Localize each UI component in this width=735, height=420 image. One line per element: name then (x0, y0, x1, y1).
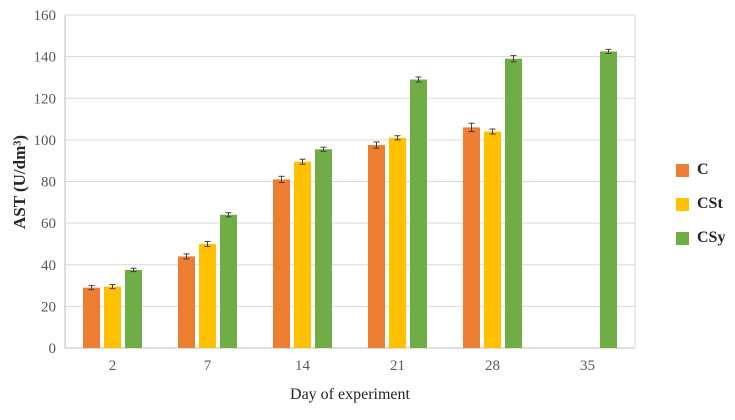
bar (389, 137, 406, 348)
y-tick-label: 0 (49, 341, 57, 357)
y-tick-label: 120 (34, 91, 57, 107)
bar (600, 51, 617, 348)
legend-item: C (676, 162, 725, 178)
bar (410, 79, 427, 349)
legend-label: CSt (697, 195, 723, 212)
y-tick-label: 100 (34, 133, 57, 149)
legend-label: CSy (697, 229, 726, 246)
bar (83, 287, 100, 348)
x-tick-label: 2 (109, 358, 117, 374)
bar (315, 149, 332, 348)
bar (199, 243, 216, 348)
bar (294, 161, 311, 348)
bar (505, 58, 522, 349)
legend-swatch (676, 197, 689, 211)
bar (125, 269, 142, 348)
bar (463, 127, 480, 348)
bar (220, 214, 237, 348)
y-tick-label: 20 (41, 299, 56, 315)
legend-item: CSy (676, 230, 725, 246)
y-axis-title: AST (U/dm³) (10, 134, 29, 230)
y-tick-label: 40 (41, 258, 56, 274)
bar (484, 131, 501, 348)
y-tick-label: 160 (34, 8, 57, 24)
legend: C CSt CSy (676, 162, 725, 246)
x-axis-title: Day of experiment (290, 386, 410, 403)
bar (273, 179, 290, 348)
y-tick-label: 140 (34, 50, 57, 66)
y-tick-label: 60 (41, 216, 56, 232)
legend-swatch (676, 163, 689, 177)
bar (104, 286, 121, 348)
legend-swatch (676, 231, 689, 245)
bar (178, 256, 195, 348)
bar (368, 145, 385, 348)
x-tick-label: 21 (390, 358, 405, 374)
legend-label: C (697, 161, 709, 178)
legend-item: CSt (676, 196, 725, 212)
x-tick-label: 28 (485, 358, 500, 374)
y-tick-label: 80 (41, 175, 56, 191)
x-tick-label: 14 (295, 358, 311, 374)
x-tick-label: 7 (204, 358, 212, 374)
x-tick-label: 35 (580, 358, 595, 374)
